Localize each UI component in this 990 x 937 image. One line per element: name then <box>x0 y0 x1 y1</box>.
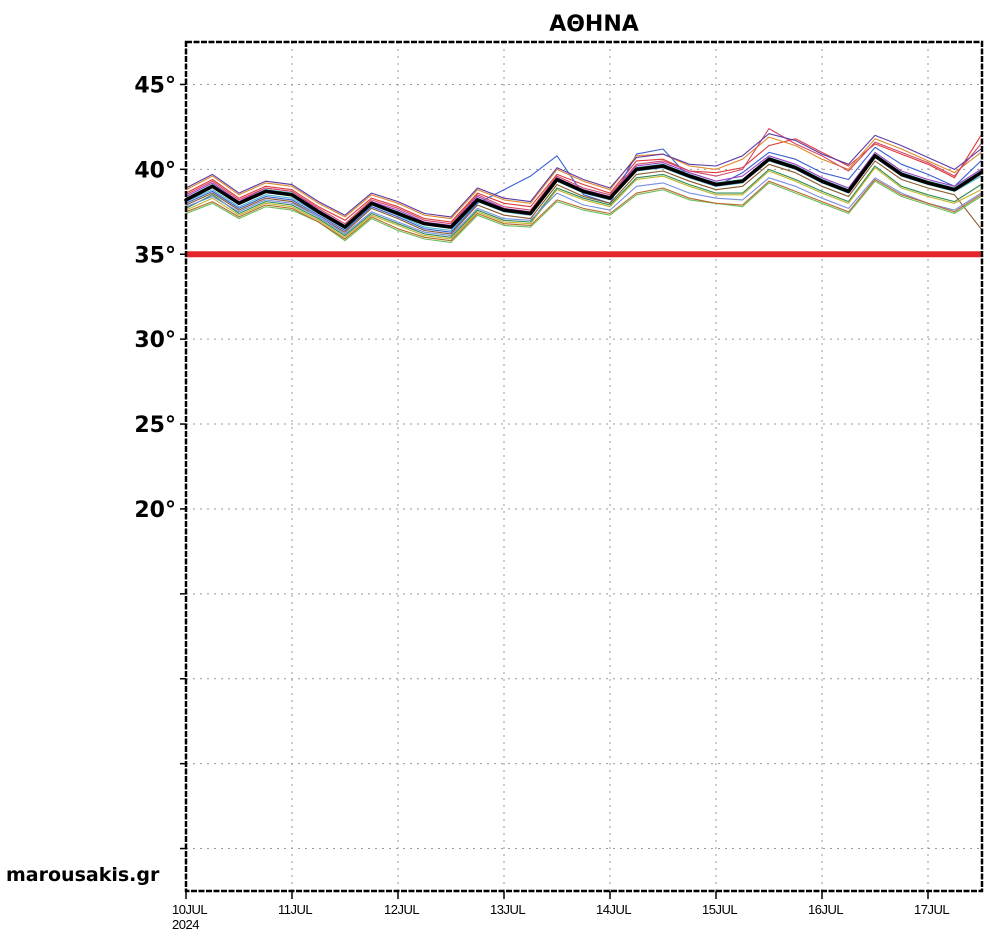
y-axis-labels: 45° 40° 35° 30° 25° 20° <box>134 73 176 523</box>
ensemble-member-line <box>185 165 982 238</box>
ensemble-member-line <box>185 136 982 220</box>
x-year-label: 2024 <box>172 917 199 932</box>
y-tick-label: 30° <box>134 328 176 353</box>
x-tick-label: 13JUL <box>490 902 525 917</box>
y-tick-label: 20° <box>134 498 176 523</box>
x-tick-label: 16JUL <box>808 902 843 917</box>
x-tick-label: 10JUL <box>172 902 207 917</box>
x-tick-label: 15JUL <box>702 902 737 917</box>
x-axis-labels: 10JUL 11JUL 12JUL 13JUL 14JUL 15JUL 16JUL 17JUL… <box>172 902 950 932</box>
y-tick-label: 35° <box>134 243 176 268</box>
y-tick-label: 25° <box>134 413 176 438</box>
ensemble-member-line <box>185 177 982 237</box>
ensemble-member-line <box>185 146 982 233</box>
x-tick-label: 12JUL <box>384 902 419 917</box>
chart-title: ΑΘΗΝΑ <box>549 12 639 37</box>
y-tick-label: 45° <box>134 73 176 98</box>
y-tick-label: 40° <box>134 158 176 183</box>
plot-frame <box>184 40 984 893</box>
ensemble-series <box>184 128 983 243</box>
ensemble-member-line <box>185 178 982 242</box>
watermark-text: marousakis.gr <box>6 864 160 886</box>
x-tick-label: 11JUL <box>278 902 312 917</box>
ensemble-member-line <box>185 134 982 223</box>
ensemble-mean-line <box>184 154 983 229</box>
x-tick-label: 17JUL <box>914 902 949 917</box>
ensemble-member-line <box>185 133 982 218</box>
ensemble-member-line <box>185 128 982 225</box>
x-tick-label: 14JUL <box>596 902 631 917</box>
ensemble-member-line <box>185 167 982 240</box>
